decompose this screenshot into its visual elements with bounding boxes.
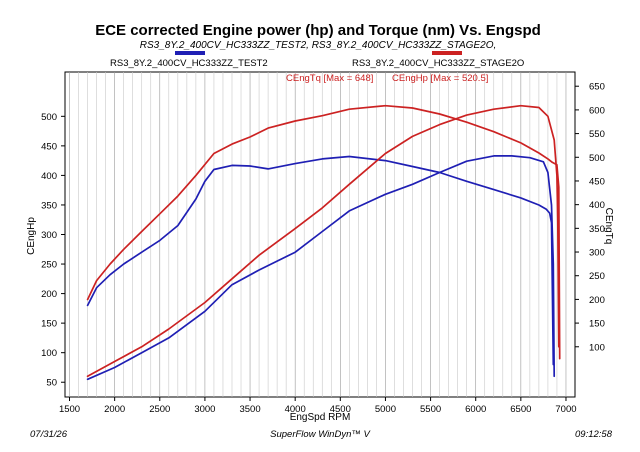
x-tick-label: 6000 [465,404,486,415]
left-tick-label: 50 [46,378,57,389]
left-axis-label: CEngHp [26,217,37,255]
right-tick-label: 400 [589,200,605,211]
x-tick-label: 5000 [375,404,396,415]
x-tick-label: 7000 [555,404,576,415]
x-tick-label: 6500 [510,404,531,415]
footer-date: 07/31/26 [30,429,68,440]
legend-swatch-stage2 [432,51,462,55]
right-tick-label: 250 [589,271,605,282]
footer-software: SuperFlow WinDyn™ V [270,429,371,440]
right-tick-label: 350 [589,224,605,235]
chart-subtitle: RS3_8Y.2_400CV_HC333ZZ_TEST2, RS3_8Y.2_4… [140,40,497,51]
right-tick-label: 650 [589,82,605,93]
right-tick-label: 100 [589,342,605,353]
legend-label-stage2: RS3_8Y.2_400CV_HC333ZZ_STAGE2O [352,58,524,69]
x-tick-label: 1500 [59,404,80,415]
series-line-test2-power [86,155,556,381]
series-line-test2-torque [86,155,555,366]
legend: RS3_8Y.2_400CV_HC333ZZ_TEST2 RS3_8Y.2_40… [110,51,524,69]
series-line-stage2-power [86,104,560,378]
left-tick-label: 350 [41,200,57,211]
left-tick-label: 250 [41,260,57,271]
right-tick-label: 150 [589,319,605,330]
left-tick-label: 100 [41,348,57,359]
x-axis-label: EngSpd RPM [290,412,351,423]
right-tick-label: 600 [589,105,605,116]
x-tick-label: 3000 [194,404,215,415]
left-tick-label: 400 [41,171,57,182]
chart-title: ECE corrected Engine power (hp) and Torq… [95,22,541,39]
left-axis-ticks: 50 100 150 200 250 300 350 400 450 500 [41,112,65,389]
legend-swatch-test2 [175,51,205,55]
series-lines [86,104,561,381]
left-tick-label: 150 [41,319,57,330]
right-tick-label: 450 [589,176,605,187]
x-tick-label: 4000 [285,404,306,415]
left-tick-label: 500 [41,112,57,123]
left-tick-label: 450 [41,141,57,152]
x-tick-label: 5500 [420,404,441,415]
x-tick-label: 4500 [330,404,351,415]
annotation-power-max: CEngHp [Max = 520.5] [392,73,488,84]
footer-time: 09:12:58 [575,429,613,440]
right-axis-label: CEngTq [603,208,614,245]
right-tick-label: 300 [589,248,605,259]
right-axis-ticks: 100 150 200 250 300 350 400 450 500 550 600 650 [575,82,605,353]
annotation-torque-max: CEngTq [Max = 648] [286,73,373,84]
right-tick-label: 500 [589,153,605,164]
right-tick-label: 550 [589,129,605,140]
x-tick-label: 3500 [239,404,260,415]
series-line-stage2-torque [86,104,561,360]
plot-frame [64,71,576,398]
x-tick-label: 2500 [149,404,170,415]
left-tick-label: 200 [41,289,57,300]
grid [69,72,567,397]
x-tick-label: 2000 [104,404,125,415]
right-tick-label: 200 [589,295,605,306]
left-tick-label: 300 [41,230,57,241]
x-axis-ticks: 1500 2000 2500 3000 3500 4000 4500 5000 5500 6000… [59,397,577,415]
legend-label-test2: RS3_8Y.2_400CV_HC333ZZ_TEST2 [110,58,268,69]
